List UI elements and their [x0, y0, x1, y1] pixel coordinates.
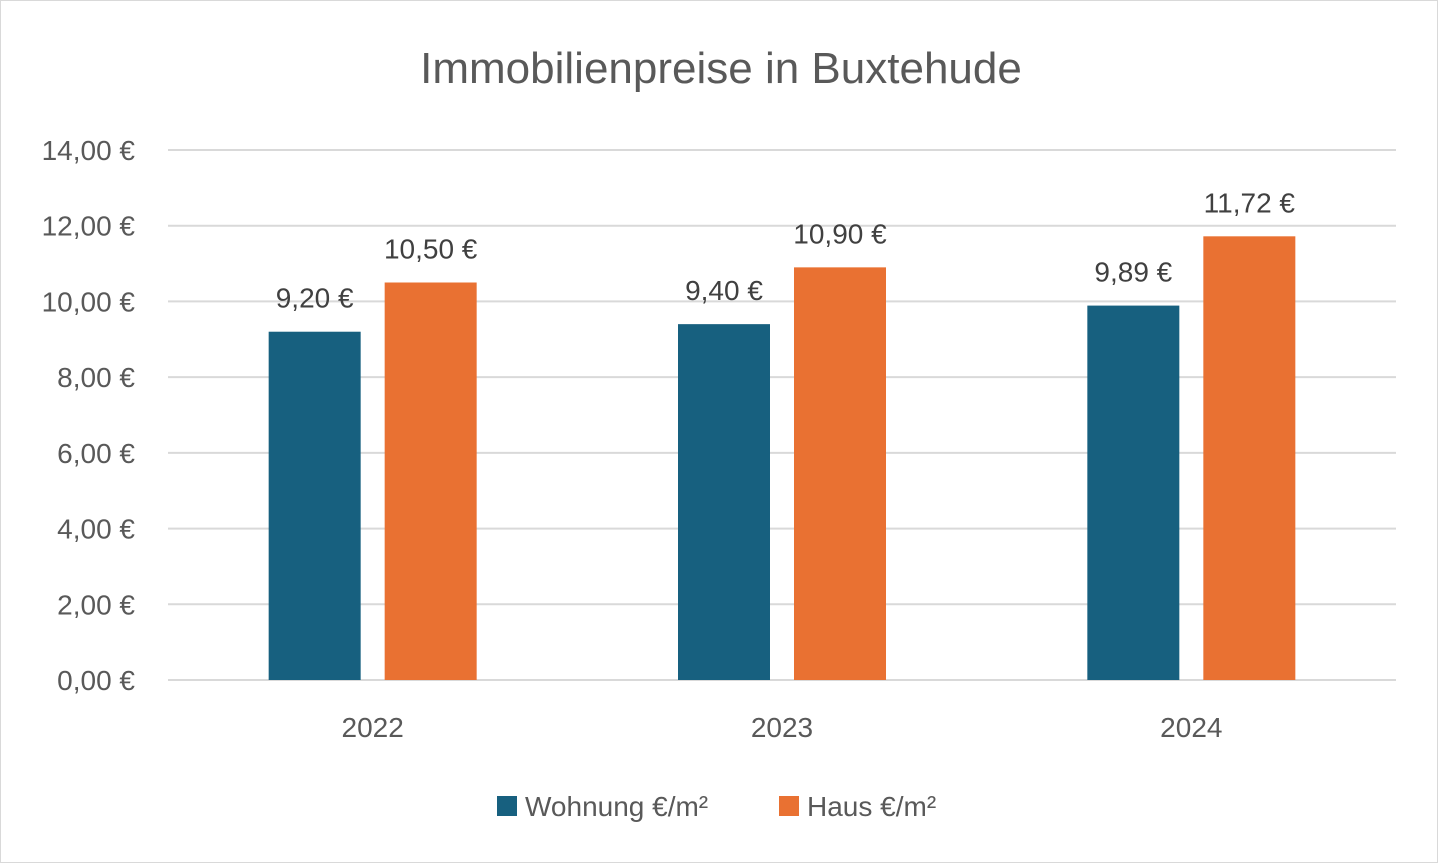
legend-item-wohnung: Wohnung €/m² — [497, 791, 708, 822]
y-tick-label: 0,00 € — [57, 665, 135, 696]
legend-label: Wohnung €/m² — [525, 791, 708, 822]
legend-label: Haus €/m² — [807, 791, 936, 822]
y-tick-label: 2,00 € — [57, 589, 135, 620]
data-label: 11,72 € — [1204, 187, 1296, 218]
x-tick-label: 2022 — [342, 712, 404, 743]
legend-swatch — [497, 796, 517, 816]
data-label: 9,89 € — [1094, 257, 1172, 288]
y-tick-label: 4,00 € — [57, 514, 135, 545]
y-tick-label: 10,00 € — [42, 286, 136, 317]
y-tick-label: 12,00 € — [42, 211, 136, 242]
legend-item-haus: Haus €/m² — [779, 791, 936, 822]
data-label: 10,50 € — [384, 234, 478, 265]
y-tick-label: 8,00 € — [57, 362, 135, 393]
bar-wohnung-2023 — [678, 324, 770, 680]
bar-wohnung-2022 — [268, 331, 361, 680]
y-tick-label: 6,00 € — [57, 438, 135, 469]
x-axis-tick-labels: 2022 2023 2024 — [342, 712, 1223, 743]
legend: Wohnung €/m² Haus €/m² — [497, 791, 936, 822]
chart-title: Immobilienpreise in Buxtehude — [420, 44, 1022, 93]
data-label: 9,40 € — [685, 275, 763, 306]
bar-haus-2022 — [384, 282, 477, 680]
bar-wohnung-2024 — [1087, 305, 1180, 680]
legend-swatch — [779, 796, 799, 816]
bar-haus-2024 — [1203, 236, 1296, 681]
gridlines — [168, 149, 1396, 681]
data-label: 9,20 € — [276, 283, 354, 314]
x-tick-label: 2023 — [751, 712, 813, 743]
y-axis-tick-labels: 0,00 € 2,00 € 4,00 € 6,00 € 8,00 € 10,00 € 12,… — [42, 135, 136, 696]
data-labels: 9,20 € 10,50 € 9,40 € 10,90 € 9,89 € 11,72 € — [276, 187, 1296, 313]
data-label: 10,90 € — [793, 218, 887, 249]
x-tick-label: 2024 — [1160, 712, 1222, 743]
bar-haus-2023 — [794, 267, 886, 680]
bars — [268, 236, 1296, 681]
y-tick-label: 14,00 € — [42, 135, 136, 166]
